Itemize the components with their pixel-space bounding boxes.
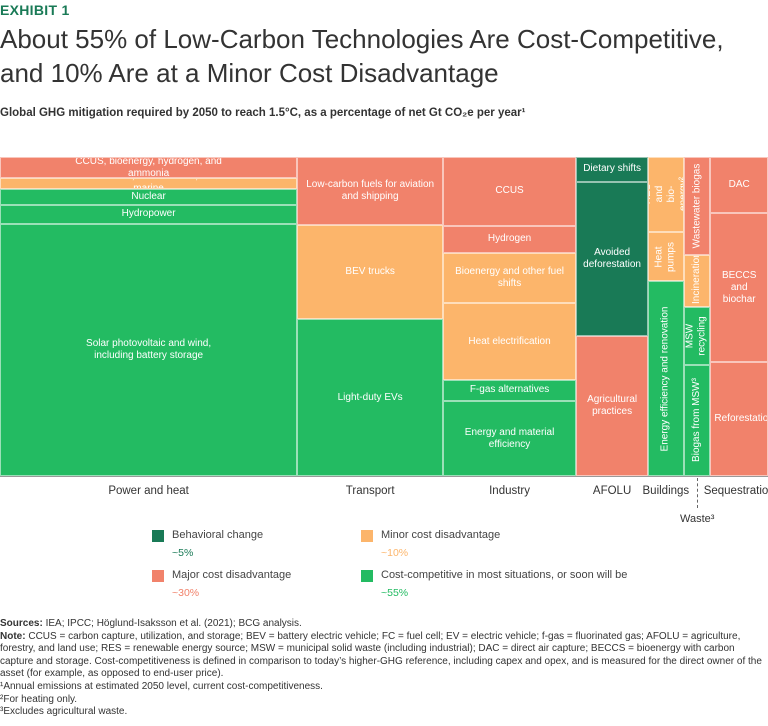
legend-swatch	[152, 530, 164, 542]
segment-label: Reforestation	[714, 413, 768, 425]
segment-f-gas-alternatives: F-gas alternatives	[443, 379, 576, 402]
segment-label: Bioenergy and other fuel shifts	[455, 266, 565, 290]
segment-ccus: CCUS	[443, 157, 576, 226]
exhibit-number: EXHIBIT 1	[0, 2, 70, 18]
segment-label: Heat electrification	[468, 335, 551, 347]
chart-title: About 55% of Low-Carbon Technologies Are…	[0, 24, 724, 88]
note-line: Note: CCUS = carbon capture, utilization…	[0, 630, 762, 680]
segment-label: Nuclear	[131, 190, 166, 202]
segment-dac: DAC	[710, 157, 768, 214]
segment-label: Dietary shifts	[583, 163, 641, 175]
segment-low-carbon-fuels-for-aviation-and-shipping: Low-carbon fuels for aviation and shippi…	[297, 157, 444, 225]
segment-label: Biogas from MSW³	[690, 378, 702, 463]
footnote-1: ¹Annual emissions at estimated 2050 leve…	[0, 680, 323, 692]
chart-subtitle: Global GHG mitigation required by 2050 t…	[0, 107, 526, 119]
segment-label: F-gas alternatives	[469, 384, 550, 396]
segment-wastewater-biogas: Wastewater biogas	[683, 157, 711, 255]
segment-bev-trucks: BEV trucks	[297, 224, 444, 320]
footnote-3: ³Excludes agricultural waste.	[0, 706, 128, 718]
segment-msw-recycling: MSW recycling	[683, 306, 711, 365]
segment-heat-pumps: Heat pumps	[648, 231, 684, 282]
legend-swatch	[152, 570, 164, 582]
segment-biogas-from-msw: Biogas from MSW³	[683, 364, 711, 476]
legend-label: Major cost disadvantage	[172, 569, 292, 581]
segment-label: RES and bio-energy²	[648, 177, 684, 212]
legend-value: ~30%	[172, 587, 200, 599]
sources-line: Sources: IEA; IPCC; Höglund-Isaksson et …	[0, 618, 302, 629]
column-label-transport: Transport	[345, 485, 395, 497]
segment-nuclear: Nuclear	[0, 188, 298, 205]
column-label-industry: Industry	[489, 485, 531, 497]
notes: Sources: IEA; IPCC; Höglund-Isaksson et …	[0, 618, 768, 719]
legend-label: Minor cost disadvantage	[381, 529, 501, 541]
segment-incineration: Incineration	[683, 254, 711, 307]
segment-light-duty-evs: Light-duty EVs	[297, 319, 444, 476]
segment-label: Light-duty EVs	[337, 391, 403, 403]
segment-label: BECCS and biochar	[721, 269, 757, 305]
segment-label: Solar photovoltaic and wind, including b…	[86, 337, 212, 361]
segment-label: Geothermal, solar thermal, and marine	[74, 179, 224, 188]
segment-label: Hydropower	[121, 208, 176, 220]
waste-divider-line	[697, 478, 698, 508]
segment-res-and-bio-energy: RES and bio-energy²	[648, 157, 684, 232]
segment-label: Agricultural practices	[587, 393, 638, 417]
segment-label: Low-carbon fuels for aviation and shippi…	[306, 178, 435, 202]
x-axis-line	[0, 476, 768, 477]
segment-hydropower: Hydropower	[0, 204, 298, 224]
segment-label: CCUS, bioenergy, hydrogen, and ammonia	[75, 157, 222, 179]
legend-value: ~55%	[381, 587, 409, 599]
legend-swatch	[361, 530, 373, 542]
segment-energy-and-material-efficiency: Energy and material efficiency	[443, 401, 576, 476]
column-label-buildings: Buildings	[642, 485, 690, 497]
segment-label: MSW recycling	[684, 316, 708, 356]
segment-label: Avoided deforestation	[583, 246, 641, 270]
mekko-chart: CCUS, bioenergy, hydrogen, and ammoniaGe…	[0, 157, 768, 476]
column-label-afolu: AFOLU	[592, 485, 632, 497]
segment-reforestation: Reforestation	[710, 362, 768, 476]
segment-label: Heat pumps	[653, 241, 677, 272]
segment-ccus-bioenergy-hydrogen-and-ammonia: CCUS, bioenergy, hydrogen, and ammonia	[0, 157, 298, 179]
segment-heat-electrification: Heat electrification	[443, 303, 576, 380]
segment-label: BEV trucks	[345, 265, 395, 277]
segment-label: Energy efficiency and renovation	[659, 306, 671, 451]
segment-label: Wastewater biogas	[690, 163, 702, 249]
footnote-2: ²For heating only.	[0, 693, 78, 705]
segment-label: DAC	[728, 179, 750, 191]
segment-label: Incineration	[690, 254, 702, 304]
legend-label: Cost-competitive in most situations, or …	[381, 569, 628, 581]
legend-label: Behavioral change	[172, 529, 264, 541]
segment-label: Energy and material efficiency	[464, 426, 555, 450]
segment-hydrogen: Hydrogen	[443, 225, 576, 253]
segment-label: CCUS	[495, 185, 524, 197]
column-label-power-and-heat: Power and heat	[108, 485, 189, 497]
segment-energy-efficiency-and-renovation: Energy efficiency and renovation	[648, 281, 684, 476]
segment-bioenergy-and-other-fuel-shifts: Bioenergy and other fuel shifts	[443, 253, 576, 304]
segment-beccs-and-biochar: BECCS and biochar	[710, 213, 768, 363]
segment-agricultural-practices: Agricultural practices	[576, 335, 649, 476]
segment-label: Hydrogen	[487, 233, 532, 245]
segment-geothermal-solar-thermal-and-marine: Geothermal, solar thermal, and marine	[0, 178, 298, 189]
column-label-sequestration: Sequestration	[703, 485, 768, 497]
segment-avoided-deforestation: Avoided deforestation	[576, 181, 649, 336]
legend-value: ~5%	[172, 547, 194, 559]
segment-solar-photovoltaic-and-wind-including-battery-storage: Solar photovoltaic and wind, including b…	[0, 223, 298, 476]
legend-swatch	[361, 570, 373, 582]
legend-value: ~10%	[381, 547, 409, 559]
segment-dietary-shifts: Dietary shifts	[576, 157, 649, 182]
column-label-waste: Waste³	[680, 513, 715, 525]
